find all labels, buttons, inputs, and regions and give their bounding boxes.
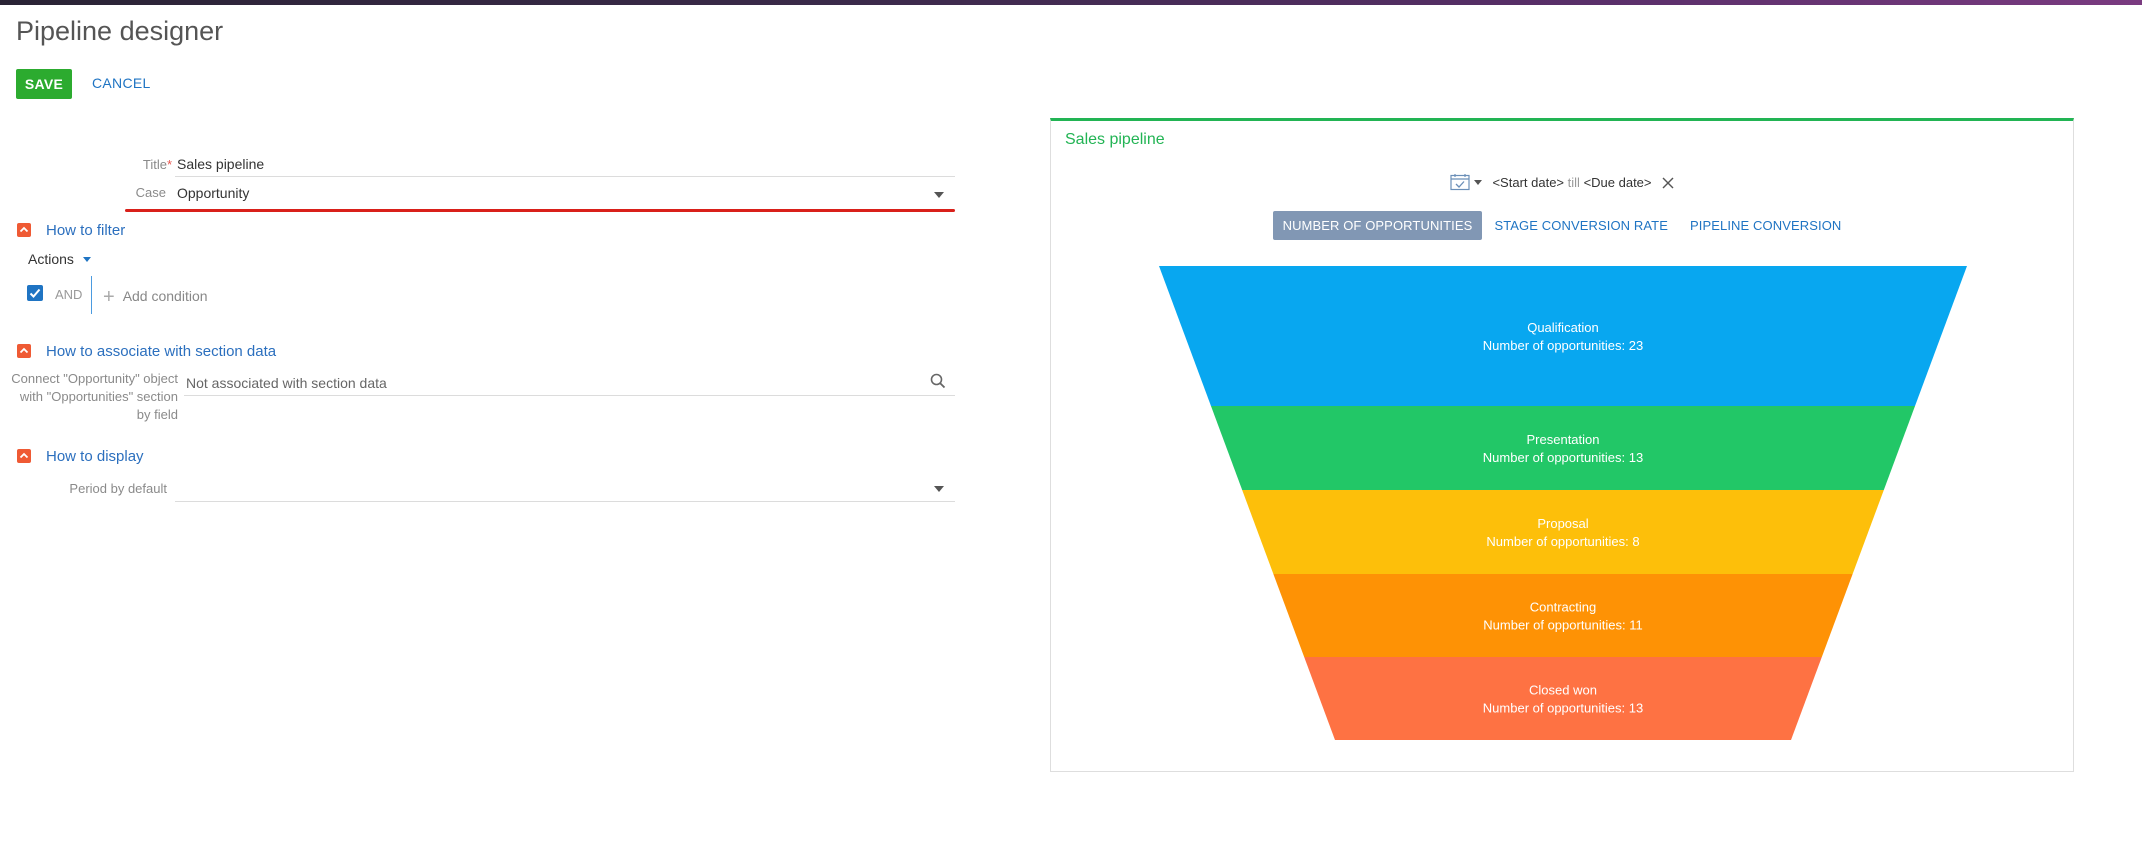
funnel-stage-contracting[interactable] — [1273, 574, 1853, 657]
funnel-stage-proposal[interactable] — [1242, 490, 1884, 574]
connect-field[interactable]: Not associated with section data — [186, 375, 387, 391]
tab-pipeline-conversion[interactable]: PIPELINE CONVERSION — [1689, 218, 1842, 233]
period-field-label: Period by default — [69, 481, 167, 496]
funnel-stage-value: Number of opportunities: 13 — [1483, 701, 1643, 716]
section-title-associate[interactable]: How to associate with section data — [46, 343, 277, 360]
actions-menu[interactable]: Actions — [28, 251, 91, 267]
title-field-underline — [175, 176, 955, 177]
funnel-stage-qualification[interactable] — [1159, 266, 1967, 406]
close-icon[interactable] — [1662, 177, 1674, 189]
collapse-associate-icon[interactable] — [17, 344, 31, 358]
funnel-stage-presentation[interactable] — [1210, 406, 1916, 490]
section-title-display[interactable]: How to display — [46, 448, 144, 465]
add-condition-button[interactable]: + Add condition — [103, 286, 208, 309]
funnel-stage-name: Proposal — [1537, 516, 1588, 531]
funnel-stage-value: Number of opportunities: 13 — [1483, 450, 1643, 465]
till-label: till — [1567, 175, 1580, 190]
and-operator[interactable]: AND — [55, 287, 83, 302]
actions-label: Actions — [28, 251, 74, 267]
connect-field-label: Connect "Opportunity" object with "Oppor… — [11, 371, 178, 422]
save-button[interactable]: SAVE — [16, 69, 72, 99]
tab-number-of-opportunities[interactable]: NUMBER OF OPPORTUNITIES — [1272, 211, 1483, 240]
collapse-filter-icon[interactable] — [17, 223, 31, 237]
page-title: Pipeline designer — [16, 16, 224, 46]
funnel-stage-name: Contracting — [1530, 600, 1596, 615]
validation-underline — [125, 209, 955, 212]
title-field[interactable]: Sales pipeline — [177, 156, 265, 172]
case-field-label: Case — [135, 185, 166, 200]
funnel-stage-name: Presentation — [1527, 432, 1600, 447]
funnel-stage-value: Number of opportunities: 8 — [1486, 534, 1639, 549]
section-title-filter[interactable]: How to filter — [46, 222, 126, 239]
calendar-icon[interactable] — [1450, 173, 1472, 191]
tab-stage-conversion-rate[interactable]: STAGE CONVERSION RATE — [1494, 218, 1668, 233]
chart-tabs: NUMBER OF OPPORTUNITIES STAGE CONVERSION… — [1051, 211, 2073, 240]
period-field-underline — [175, 501, 955, 502]
due-date[interactable]: <Due date> — [1583, 175, 1652, 190]
chevron-down-icon[interactable] — [934, 192, 944, 198]
funnel-stage-name: Closed won — [1529, 683, 1597, 698]
date-filter: <Start date> till <Due date> — [1051, 173, 2073, 191]
connect-field-underline — [184, 395, 955, 396]
funnel-stage-value: Number of opportunities: 11 — [1483, 618, 1642, 633]
start-date[interactable]: <Start date> — [1492, 175, 1565, 190]
top-accent-bar — [0, 0, 2142, 5]
title-field-label: Title* — [142, 157, 172, 172]
funnel-stage-value: Number of opportunities: 23 — [1483, 338, 1643, 353]
caret-down-icon — [82, 257, 91, 262]
funnel-stage-name: Qualification — [1527, 320, 1599, 335]
required-mark: * — [166, 157, 172, 172]
filter-group-checkbox[interactable] — [27, 285, 43, 301]
cancel-button[interactable]: CANCEL — [92, 75, 151, 91]
case-select[interactable]: Opportunity — [177, 185, 250, 201]
funnel-stage-closed-won[interactable] — [1304, 657, 1822, 740]
plus-icon: + — [103, 286, 115, 308]
filter-group-divider — [91, 276, 92, 314]
caret-down-icon[interactable] — [1474, 180, 1483, 185]
pipeline-dashboard: Sales pipeline <Start date> till <Due da… — [1050, 118, 2074, 772]
search-icon[interactable] — [930, 373, 946, 389]
funnel-chart: Qualification Number of opportunities: 23… — [1159, 266, 1967, 740]
collapse-display-icon[interactable] — [17, 449, 31, 463]
add-condition-label: Add condition — [122, 288, 208, 304]
chevron-down-icon[interactable] — [934, 486, 944, 492]
dashboard-title: Sales pipeline — [1065, 131, 1165, 148]
